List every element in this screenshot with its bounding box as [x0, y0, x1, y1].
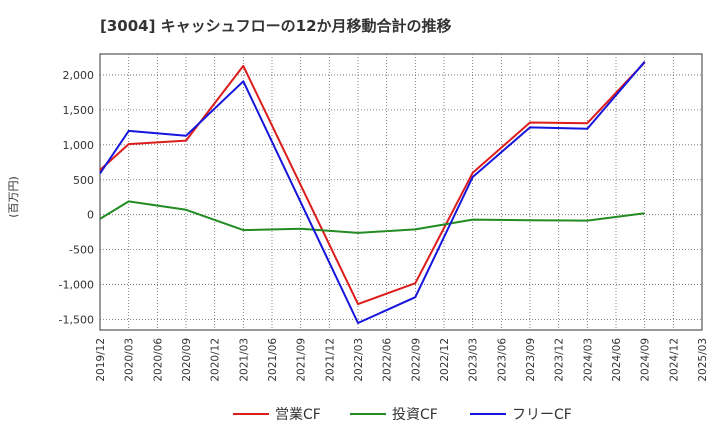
- y-tick-label: -1,500: [59, 314, 94, 327]
- x-tick-label: 2020/12: [210, 338, 222, 382]
- legend: 営業CF 投資CF フリーCF: [233, 407, 572, 423]
- y-tick-label: 0: [87, 209, 94, 222]
- plot-area: [99, 53, 703, 331]
- y-axis-label: (百万円): [7, 176, 20, 218]
- x-tick-label: 2024/03: [582, 338, 594, 382]
- y-tick-label: -1,000: [59, 279, 94, 292]
- x-tick-label: 2023/06: [496, 338, 508, 382]
- chart-title: [3004] キャッシュフローの12か月移動合計の推移: [100, 17, 452, 35]
- y-tick-label: 500: [73, 174, 94, 187]
- axes: 2019/12 2020/03 2020/06 2020/09 2020/12 2021/…: [59, 69, 709, 382]
- y-tick-label: 1,000: [63, 139, 95, 152]
- x-tick-label: 2021/12: [324, 338, 336, 382]
- x-tick-label: 2022/06: [382, 338, 394, 382]
- x-tick-label: 2022/09: [410, 338, 422, 382]
- x-tick-label: 2021/06: [267, 338, 279, 382]
- y-tick-label: 2,000: [63, 69, 95, 82]
- x-tick-label: 2024/12: [668, 338, 680, 382]
- x-tick-label: 2022/12: [439, 338, 451, 382]
- x-tick-label: 2025/03: [697, 338, 709, 382]
- series-lines: [99, 61, 646, 324]
- y-tick-label: -500: [69, 244, 94, 257]
- x-tick-label: 2023/09: [525, 338, 537, 382]
- x-tick-label: 2020/03: [124, 338, 136, 382]
- x-tick-label: 2024/06: [611, 338, 623, 382]
- x-tick-label: 2020/09: [181, 338, 193, 382]
- series-line-3: [99, 61, 646, 324]
- x-tick-label: 2021/03: [238, 338, 250, 382]
- x-tick-label: 2024/09: [640, 338, 652, 382]
- x-tick-label: 2022/03: [353, 338, 365, 382]
- x-tick-label: 2023/03: [468, 338, 480, 382]
- series-line-1: [99, 61, 646, 306]
- x-tick-label: 2021/09: [296, 338, 308, 382]
- x-tick-label: 2020/06: [152, 338, 164, 382]
- legend-label-1: 営業CF: [275, 407, 321, 423]
- legend-label-3: フリーCF: [512, 407, 572, 423]
- legend-label-2: 投資CF: [392, 407, 438, 423]
- x-tick-label: 2023/12: [554, 338, 566, 382]
- y-tick-label: 1,500: [63, 104, 95, 117]
- grid: [99, 53, 703, 331]
- series-line-2: [99, 200, 645, 234]
- x-tick-label: 2019/12: [95, 338, 107, 382]
